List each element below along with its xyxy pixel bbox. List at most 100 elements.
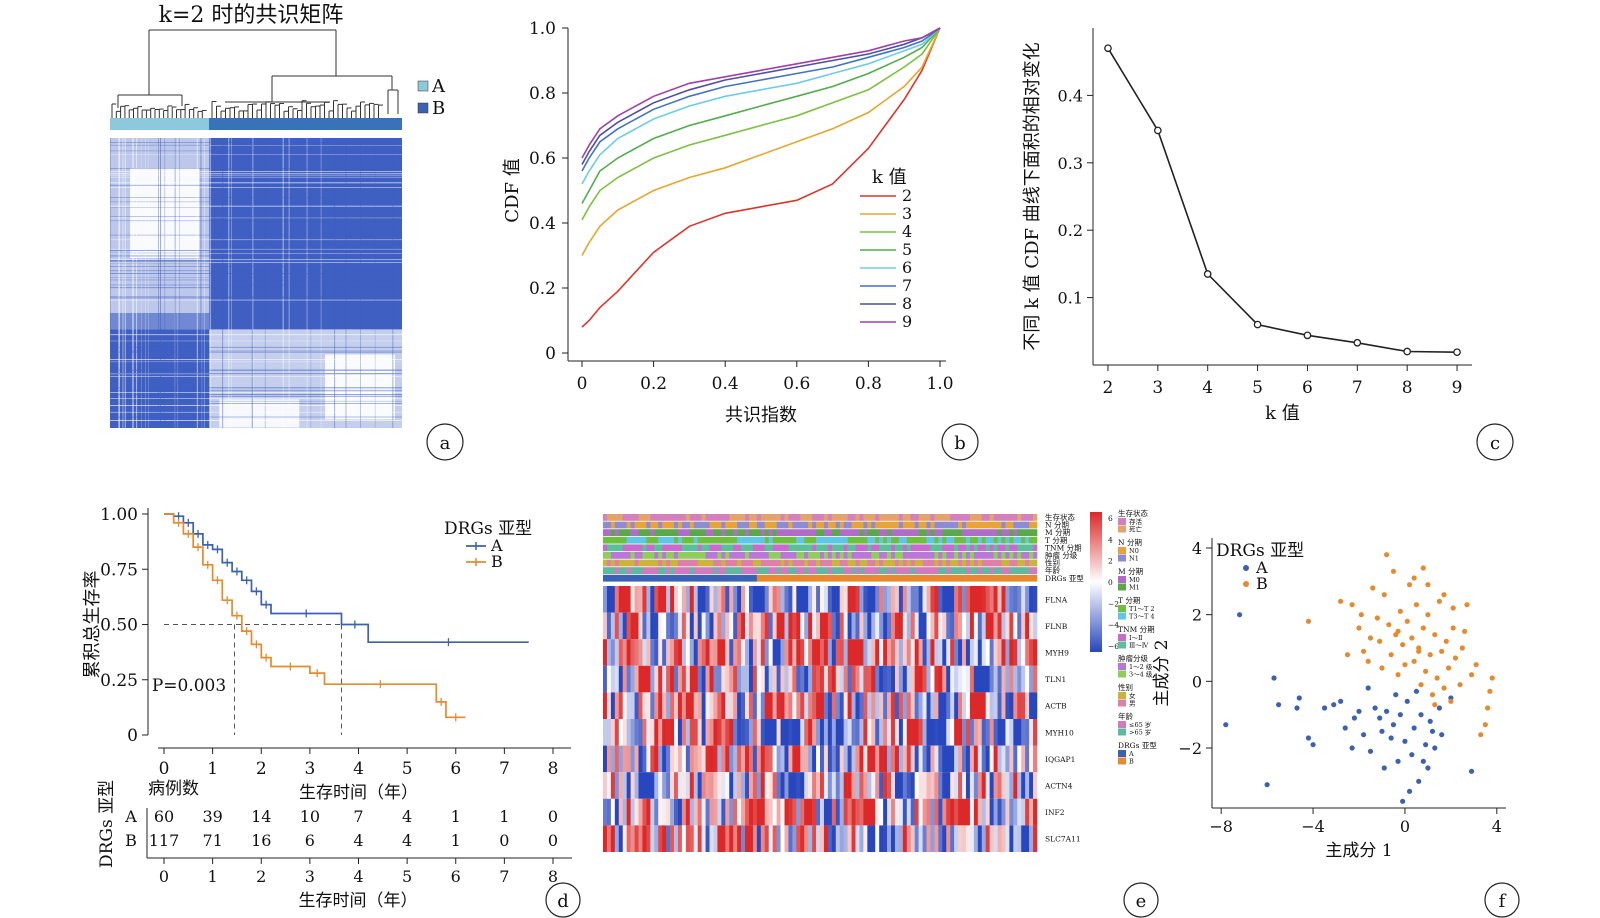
heatmap-cell	[630, 665, 635, 693]
heatmap-cell	[776, 665, 781, 693]
annotation-cell	[934, 567, 939, 574]
panel-b-label: b	[954, 433, 966, 454]
heatmap-cell	[697, 692, 702, 719]
annotation-cell	[634, 521, 639, 529]
annotation-cell	[709, 514, 714, 521]
pca-point-A	[1321, 705, 1328, 711]
annotation-cell	[729, 529, 734, 536]
heatmap-cell	[776, 612, 781, 640]
annotation-cell	[1017, 514, 1022, 521]
annotation-track-label: 生存状态	[1045, 512, 1075, 522]
annotation-cell	[650, 559, 655, 567]
annotation-cell	[610, 544, 616, 552]
heatmap-cell	[658, 798, 663, 826]
heatmap-cell	[784, 639, 789, 666]
heatmap-cell	[863, 798, 868, 826]
heatmap-cell	[902, 665, 908, 693]
annotation-cell	[642, 536, 647, 544]
heatmap-cell	[906, 586, 912, 613]
pca-point-A	[1432, 745, 1438, 751]
annotation-cell	[725, 529, 730, 536]
annotation-cell	[717, 544, 722, 552]
heatmap-cell	[614, 692, 620, 719]
annotation-cell	[823, 536, 829, 544]
pca-point-B	[1450, 605, 1456, 611]
heatmap-cell	[922, 692, 927, 719]
heatmap-gene-label: INF2	[1045, 808, 1065, 817]
annotation-cell	[804, 521, 809, 529]
annotation-cell	[906, 567, 912, 574]
annotation-cell	[871, 521, 876, 529]
heatmap-cell	[1013, 612, 1018, 640]
heatmap-cell	[666, 612, 671, 640]
annotation-cell	[918, 544, 923, 552]
heatmap-cell	[760, 586, 766, 613]
heatmap-cell	[721, 639, 726, 666]
heatmap-cell	[958, 745, 963, 773]
annotation-cell	[954, 521, 959, 529]
annotation-cell	[898, 521, 904, 529]
annotation-cell	[674, 559, 679, 567]
risk-x-tick-label: 4	[353, 867, 363, 886]
annotation-cell	[997, 536, 1002, 544]
heatmap-cell	[831, 719, 837, 746]
heatmap-cell	[614, 586, 620, 613]
annotation-cell	[784, 552, 789, 559]
area-x-tick-label: 7	[1352, 378, 1363, 398]
annotation-cell	[685, 529, 691, 536]
annotation-cell	[851, 544, 856, 552]
heatmap-cell	[737, 665, 742, 693]
annotation-cell	[638, 536, 643, 544]
annotation-cell	[677, 559, 683, 567]
annotation-cell	[666, 574, 671, 582]
heatmap-cell	[906, 639, 912, 666]
annotation-cell	[1009, 536, 1014, 544]
annotation-cell	[1033, 552, 1038, 559]
annotation-cell	[804, 514, 809, 521]
annotation-cell	[618, 529, 624, 536]
heatmap-cell	[942, 772, 947, 799]
annotation-cell	[831, 521, 837, 529]
annotation-cell	[796, 529, 801, 536]
heatmap-cell	[658, 586, 663, 613]
pca-point-B	[1448, 698, 1454, 704]
annotation-cell	[898, 574, 904, 582]
annotation-cell	[891, 536, 896, 544]
annotation-cell	[654, 521, 659, 529]
heatmap-cell	[768, 798, 773, 826]
heatmap-cell	[946, 586, 951, 613]
heatmap-cell	[820, 665, 825, 693]
annotation-cell	[1009, 552, 1014, 559]
heatmap-cell	[705, 745, 710, 773]
heatmap-cell	[634, 772, 639, 799]
heatmap-cell	[792, 719, 797, 746]
annotation-cell	[772, 544, 777, 552]
annotation-cell	[721, 567, 726, 574]
annotation-cell	[685, 544, 691, 552]
annotation-cell	[977, 574, 983, 582]
heatmap-cell	[946, 665, 951, 693]
annotation-cell	[804, 536, 809, 544]
cdf-y-tick-label: 0.6	[529, 149, 556, 169]
annotation-cell	[701, 559, 706, 567]
heatmap-cell	[642, 586, 647, 613]
heatmap-cell	[950, 772, 955, 799]
heatmap-cell	[1029, 745, 1034, 773]
annotation-cell	[835, 529, 841, 536]
annotation-cell	[737, 536, 742, 544]
heatmap-cell	[658, 665, 663, 693]
heatmap-cell	[685, 665, 691, 693]
heatmap-cell	[969, 798, 975, 826]
annotation-cell	[709, 544, 714, 552]
heatmap-cell	[891, 825, 896, 852]
annotation-cell	[1005, 559, 1010, 567]
heatmap-cell	[721, 692, 726, 719]
heatmap-cell	[827, 639, 833, 666]
annotation-cell	[670, 514, 675, 521]
heatmap-cell	[946, 825, 951, 852]
annotation-cell	[1013, 544, 1018, 552]
heatmap-cell	[701, 665, 706, 693]
heatmap-cell	[792, 798, 797, 826]
annotation-cell	[867, 529, 872, 536]
heatmap-cell	[1001, 639, 1006, 666]
